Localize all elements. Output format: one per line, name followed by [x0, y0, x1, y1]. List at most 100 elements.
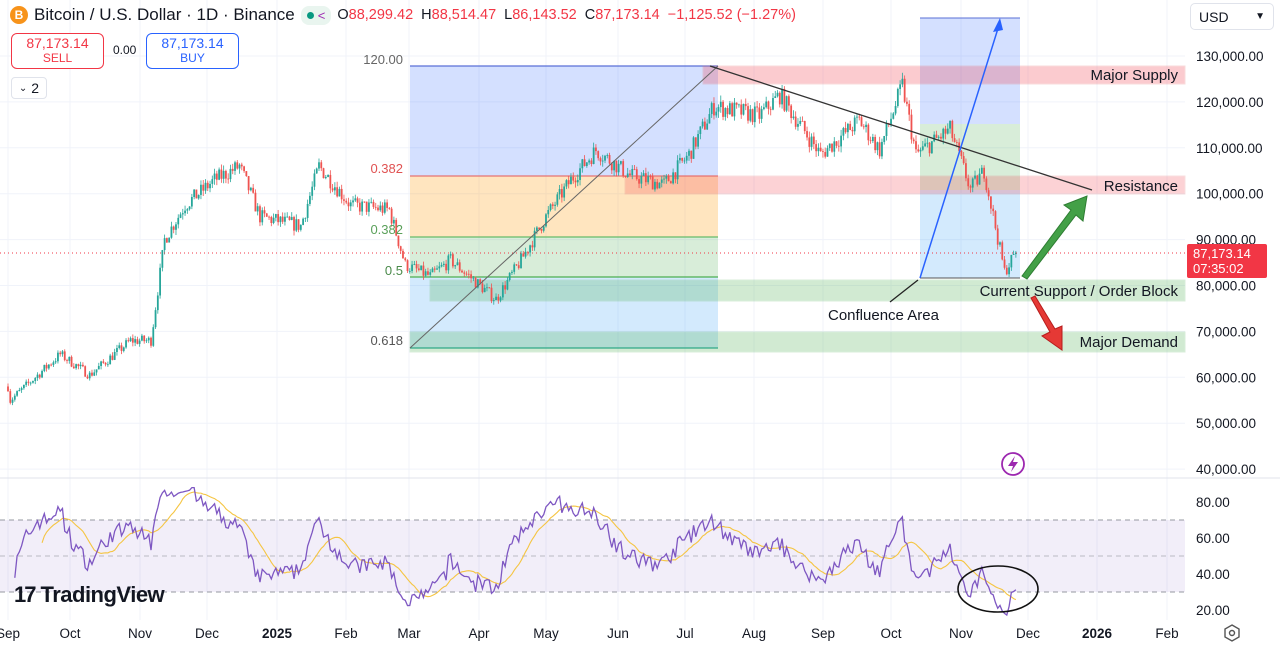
- candle: [710, 103, 713, 115]
- candle: [708, 114, 711, 124]
- candle: [408, 270, 411, 272]
- candle: [38, 374, 41, 378]
- time-tick: Oct: [59, 626, 80, 641]
- candle: [890, 118, 892, 125]
- symbol-header[interactable]: B Bitcoin / U.S. Dollar · 1D · Binance <…: [10, 5, 796, 25]
- candle: [885, 123, 888, 136]
- price-badge-countdown: 07:35:02: [1193, 261, 1244, 276]
- fib-label-618: 0.618: [370, 333, 403, 348]
- market-status[interactable]: <: [300, 5, 332, 25]
- time-tick: Sep: [0, 626, 20, 641]
- candle: [690, 150, 693, 159]
- candle: [576, 180, 579, 183]
- candle: [876, 142, 879, 151]
- candle: [642, 173, 645, 177]
- candle: [667, 176, 670, 182]
- candle: [538, 227, 541, 230]
- candle: [706, 123, 709, 130]
- candle: [82, 364, 84, 367]
- candle: [1014, 252, 1017, 255]
- candle: [883, 135, 886, 142]
- fib-label-top: 120.00: [363, 52, 403, 67]
- candle: [16, 391, 18, 396]
- fib-label-382a: 0.382: [370, 161, 403, 176]
- candle: [413, 264, 416, 265]
- candle: [333, 187, 336, 191]
- candle: [104, 362, 107, 365]
- candle: [583, 159, 586, 166]
- green-arrow-icon: [1021, 195, 1088, 280]
- candle: [738, 104, 740, 106]
- price-axis[interactable]: 130,000.00 120,000.00 110,000.00 100,000.00…: [1196, 49, 1264, 618]
- candle: [620, 161, 622, 164]
- candle: [783, 88, 786, 111]
- candle: [172, 226, 175, 230]
- candle: [256, 206, 259, 212]
- currency-select[interactable]: USD ▼: [1190, 3, 1274, 30]
- collapse-indicators-button[interactable]: ⌄ 2: [11, 77, 47, 99]
- time-axis[interactable]: Sep Oct Nov Dec 2025 Feb Mar Apr May Jun Jul Aug Sep…: [0, 626, 1179, 641]
- long-position-tool[interactable]: [920, 17, 1020, 279]
- candle: [944, 128, 947, 134]
- candle: [395, 219, 398, 236]
- candle: [651, 176, 654, 190]
- candle: [368, 202, 370, 212]
- candle: [270, 216, 273, 223]
- candle: [953, 138, 956, 143]
- candle: [168, 237, 171, 243]
- lightning-icon[interactable]: [1001, 452, 1025, 476]
- candle: [801, 120, 804, 122]
- candle: [295, 219, 298, 231]
- price-badge-value: 87,173.14: [1193, 246, 1251, 261]
- candle: [52, 362, 55, 365]
- candle: [143, 335, 146, 342]
- candle: [926, 142, 929, 144]
- candle: [790, 105, 793, 119]
- candle: [910, 114, 913, 140]
- candle: [352, 200, 354, 203]
- candle: [933, 134, 936, 142]
- candle: [57, 352, 59, 362]
- candle: [903, 78, 906, 102]
- price-tick: 70,000.00: [1196, 324, 1256, 339]
- candle: [329, 174, 332, 189]
- candle: [742, 103, 745, 115]
- price-tick: 50,000.00: [1196, 416, 1256, 431]
- candle: [483, 287, 486, 293]
- candle: [54, 361, 57, 363]
- candle: [767, 101, 770, 109]
- candle: [753, 106, 756, 123]
- candle: [152, 327, 155, 346]
- candle: [77, 364, 80, 367]
- candle: [613, 160, 615, 171]
- candle: [837, 145, 840, 147]
- candle: [429, 272, 432, 275]
- candle: [554, 204, 556, 206]
- resistance-label: Resistance: [1104, 178, 1178, 195]
- candle: [896, 88, 899, 107]
- candle: [604, 155, 606, 161]
- candle: [722, 101, 724, 117]
- candle: [386, 202, 388, 208]
- candle: [86, 376, 89, 379]
- settings-icon[interactable]: [1224, 624, 1240, 642]
- buy-button[interactable]: 87,173.14 BUY: [146, 33, 239, 69]
- candle: [7, 386, 9, 392]
- candle: [200, 184, 202, 195]
- candle: [733, 102, 736, 117]
- drawings[interactable]: [409, 18, 1093, 351]
- sell-button[interactable]: 87,173.14 SELL: [11, 33, 104, 69]
- zones[interactable]: [409, 65, 1186, 353]
- resistance-zone: [624, 175, 1186, 195]
- candle: [808, 137, 811, 147]
- candle: [136, 339, 139, 344]
- rsi-band: [0, 520, 1185, 592]
- candle: [774, 96, 777, 99]
- candle: [145, 340, 148, 342]
- candle: [411, 264, 413, 271]
- candle: [238, 164, 241, 169]
- symbol-title[interactable]: Bitcoin / U.S. Dollar · 1D · Binance: [34, 5, 295, 24]
- demand-zone: [409, 331, 1186, 353]
- price-tick: 110,000.00: [1196, 141, 1263, 156]
